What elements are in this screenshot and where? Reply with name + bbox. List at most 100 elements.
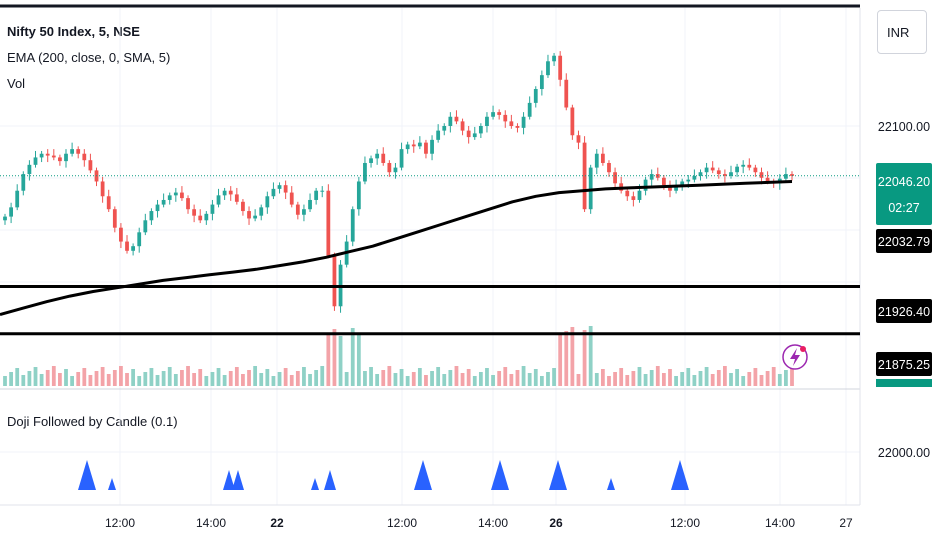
volume-bar — [247, 370, 251, 386]
signal-triangle — [671, 460, 689, 490]
candle-body — [64, 153, 68, 162]
currency-button[interactable]: INR — [877, 10, 927, 54]
last-price-label: 22046.20 — [878, 175, 930, 189]
candle-body — [582, 142, 587, 210]
candle-body — [521, 116, 526, 128]
candle-body — [552, 55, 556, 62]
candle-body — [747, 164, 752, 168]
signal-triangle — [324, 470, 336, 490]
volume-bar — [186, 366, 190, 386]
volume-bar — [259, 373, 264, 386]
candle-body — [485, 116, 489, 126]
volume-bar — [521, 366, 526, 386]
volume-bar — [448, 370, 453, 386]
candle-body — [15, 190, 20, 208]
candle-body — [149, 211, 154, 221]
volume-bar — [771, 367, 776, 386]
candle-body — [76, 149, 81, 154]
candle-body — [283, 185, 288, 193]
volume-bar — [27, 371, 32, 386]
volume-bar — [82, 368, 87, 386]
volume-legend[interactable]: Vol — [7, 76, 26, 91]
candle-body — [155, 204, 160, 212]
candle-body — [314, 190, 319, 200]
volume-bar — [625, 375, 630, 386]
volume-bar — [747, 372, 752, 386]
volume-bar — [668, 369, 672, 386]
candle-body — [271, 188, 276, 197]
candle-body — [539, 75, 544, 90]
volume-bar — [210, 372, 215, 386]
candle-body — [399, 149, 404, 168]
candle-body — [100, 181, 105, 197]
candle-body — [33, 157, 38, 165]
volume-bar — [564, 331, 569, 386]
candle-body — [454, 116, 459, 122]
volume-bar — [607, 376, 611, 386]
volume-bar — [790, 366, 794, 386]
volume-bar — [228, 371, 233, 386]
volume-bar — [173, 374, 178, 386]
volume-bar — [710, 374, 715, 386]
signal-triangle — [311, 478, 319, 490]
signal-triangle — [78, 460, 96, 490]
volume-bar — [253, 366, 258, 386]
volume-bar — [381, 370, 386, 386]
candle-body — [9, 207, 13, 217]
candle-body — [381, 153, 386, 163]
time-axis-label: 12:00 — [670, 516, 700, 530]
signal-triangle — [491, 460, 509, 490]
candle-body — [375, 153, 380, 159]
volume-bar — [314, 370, 319, 386]
candle-body — [570, 107, 575, 136]
indicator-legend[interactable]: Doji Followed by Candle (0.1) — [7, 414, 178, 429]
volume-bar — [643, 374, 648, 386]
time-axis-label: 26 — [549, 516, 563, 530]
volume-bar — [594, 373, 599, 386]
candle-body — [222, 190, 227, 196]
candle-body — [607, 162, 611, 173]
volume-bar — [167, 367, 172, 386]
volume-bar — [546, 372, 550, 386]
volume-bar — [180, 370, 184, 386]
candle-body — [277, 185, 282, 189]
candle-body — [491, 112, 495, 117]
volume-bar — [704, 367, 709, 386]
volume-bar — [3, 376, 7, 386]
candle-body — [729, 172, 733, 176]
candle-body — [600, 153, 605, 163]
candle-body — [45, 153, 50, 156]
ema-legend[interactable]: EMA (200, close, 0, SMA, 5) — [7, 50, 171, 65]
volume-bar — [613, 372, 617, 386]
level-label: 21926.40 — [878, 305, 930, 319]
candle-body — [228, 190, 233, 195]
candle-body — [161, 199, 166, 205]
volume-bar — [289, 375, 294, 386]
volume-bar — [119, 366, 123, 386]
candle-body — [588, 167, 593, 210]
level-label-bg — [876, 299, 932, 323]
candle-body — [308, 199, 312, 210]
volume-bar — [686, 368, 691, 386]
time-axis-label: 27 — [839, 516, 853, 530]
volume-bar — [265, 369, 270, 386]
volume-bar — [723, 366, 727, 386]
volume-bar — [759, 375, 764, 386]
volume-bar — [76, 372, 81, 386]
volume-bar — [350, 328, 355, 386]
volume-bar — [295, 371, 300, 386]
volume-bar — [216, 368, 221, 386]
candle-body — [527, 102, 532, 117]
volume-bar — [485, 368, 489, 386]
volume-bar — [45, 370, 50, 386]
volume-bar — [344, 372, 349, 386]
volume-bar — [442, 374, 447, 386]
candle-body — [649, 174, 654, 180]
candle-body — [497, 112, 502, 115]
volume-bar — [100, 367, 105, 386]
volume-bar — [417, 368, 422, 386]
volume-bar — [125, 373, 129, 386]
volume-bar — [94, 371, 99, 386]
candle-body — [558, 55, 563, 80]
